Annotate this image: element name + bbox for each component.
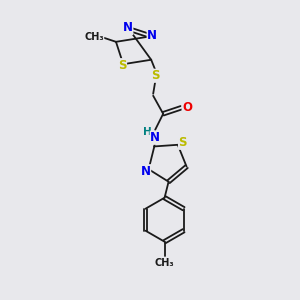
Text: S: S (178, 136, 187, 149)
Text: N: N (141, 165, 151, 178)
Text: N: N (147, 29, 157, 42)
Text: N: N (150, 131, 160, 144)
Text: S: S (151, 69, 159, 82)
Text: S: S (118, 59, 127, 72)
Text: H: H (143, 127, 152, 137)
Text: CH₃: CH₃ (84, 32, 104, 42)
Text: CH₃: CH₃ (155, 258, 174, 268)
Text: O: O (182, 101, 192, 114)
Text: N: N (123, 22, 133, 34)
